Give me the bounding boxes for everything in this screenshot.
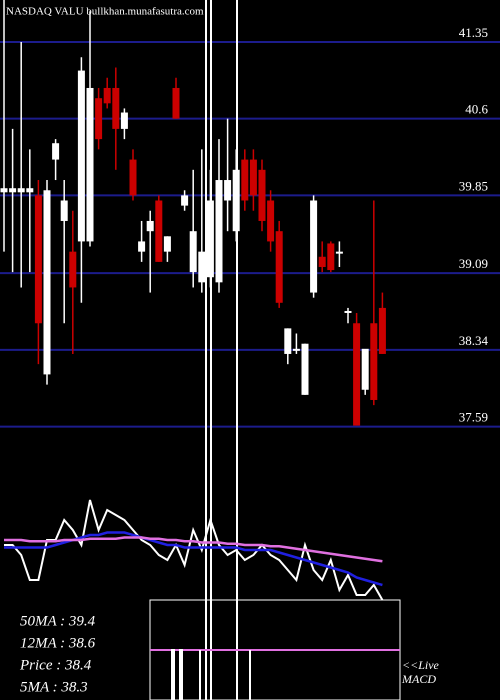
macd-histogram [171,649,251,700]
candle-body [224,180,232,201]
candle-body [129,159,137,196]
candle-body [215,180,223,283]
candle-body [353,323,361,426]
candle-body [163,236,171,252]
candle-body [69,251,77,288]
candle-body [241,159,249,201]
candle-body [370,323,378,400]
y-tick-label: 38.34 [459,333,489,348]
stat: Price : 38.4 [19,657,92,673]
candle-body [9,188,17,193]
candle-body [86,87,94,242]
candle-body [249,159,257,196]
stat: 5MA : 38.3 [20,679,88,695]
candle-body [120,112,128,129]
candle-body [275,231,283,303]
y-tick-label: 39.09 [459,256,488,271]
y-tick-label: 41.35 [459,25,488,40]
candle-body [95,98,103,140]
candle-body [327,243,335,271]
y-tick-label: 40.6 [465,102,488,117]
candle-body [284,328,292,354]
indicator-line [4,536,383,563]
stat: 12MA : 38.6 [20,635,96,651]
candle-body [155,200,163,262]
indicator-line [4,499,384,601]
candle-body [43,190,51,375]
candle-body [189,231,197,273]
indicator-line [4,531,383,587]
candle-body [310,200,318,293]
candle-body [292,348,300,351]
candle-body [0,188,8,193]
watermark: NASDAQ VALU bullkhan.munafasutra.com [6,6,204,18]
candle-body [26,188,34,193]
candle-body [258,169,266,221]
candle-body [17,188,25,193]
candle-body [52,143,60,160]
macd-label: <<Live [402,658,440,672]
candle-body [318,256,326,267]
candle-body [378,307,386,354]
macd-label: MACD [401,672,436,686]
candle-body [172,87,180,119]
candle-body [181,195,189,206]
candle-body [146,220,154,232]
candle-body [344,310,352,313]
indicator-panel [4,499,384,601]
stat: 50MA : 39.4 [20,613,96,629]
candle-body [77,70,85,242]
candle-body [267,200,275,242]
candle-body [198,251,206,283]
y-tick-label: 37.59 [459,410,488,425]
candle-body [112,87,120,129]
candle-body [138,241,146,252]
y-tick-label: 39.85 [459,178,488,193]
candle-body [335,251,343,254]
candle-body [301,343,309,395]
candle-body [361,348,369,390]
candle-body [60,200,68,221]
candle-body [34,195,42,324]
candle-body [103,87,111,104]
